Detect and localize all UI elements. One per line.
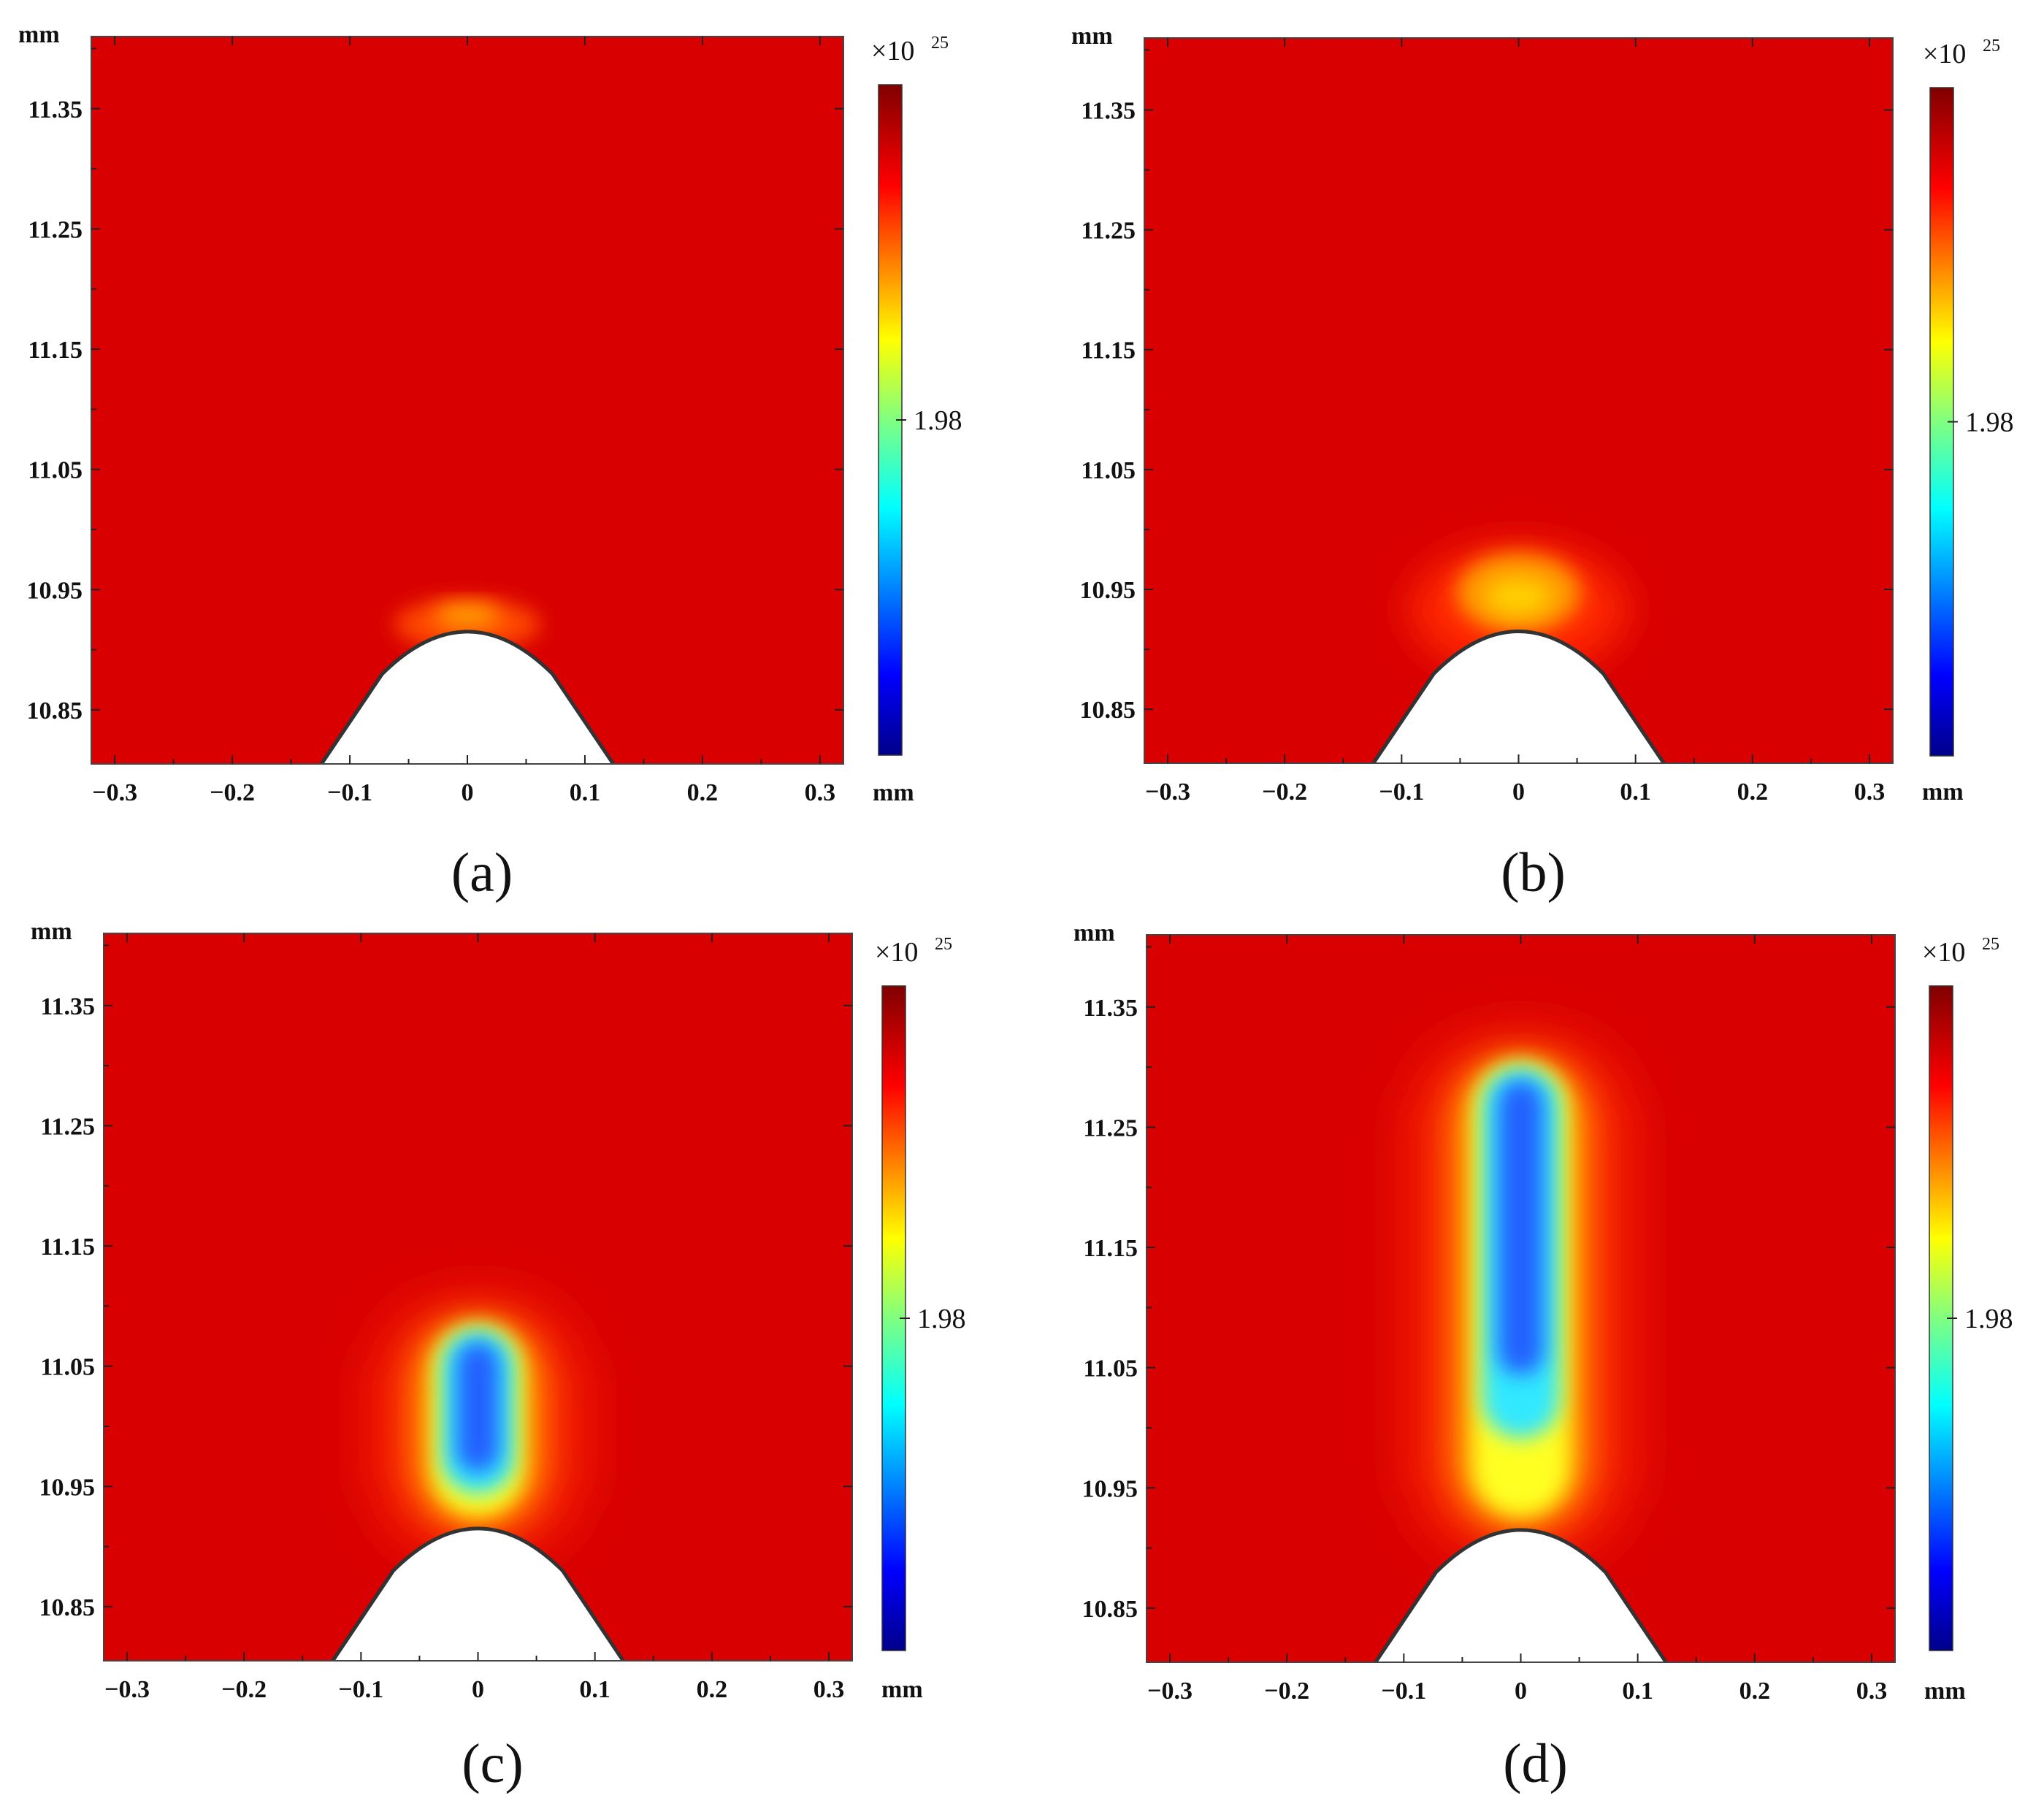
x-tick-label: −0.3 [1145, 779, 1190, 806]
y-tick-label: 10.95 [1080, 577, 1136, 604]
x-tick-label: −0.3 [104, 1676, 150, 1703]
y-tick-label: 11.35 [1081, 97, 1136, 124]
chart-panel: −0.3 −0.2 −0.1 0 0.1 0.2 0.3 mm 11.35 11.25 11.15 1… [1073, 919, 2013, 1794]
needle-tip [330, 1526, 626, 1661]
y-tick-label: 10.95 [39, 1474, 96, 1501]
x-tick-label: −0.1 [1381, 1678, 1426, 1705]
streamer-head [435, 603, 500, 627]
field-plot [104, 933, 852, 1661]
y-tick-label: 10.95 [1082, 1475, 1138, 1502]
x-tick-label: 0 [462, 779, 474, 806]
y-tick-label: 10.85 [39, 1594, 96, 1621]
x-unit-label: mm [881, 1676, 923, 1703]
y-tick-label: 10.85 [1082, 1596, 1138, 1623]
y-tick-label: 11.05 [28, 457, 83, 484]
x-tick-label: 0.1 [570, 779, 601, 806]
x-tick-label: −0.2 [1264, 1678, 1309, 1705]
streamer-core-blue [456, 1342, 499, 1473]
y-tick-label: 11.15 [1081, 337, 1136, 364]
x-unit-label: mm [1924, 1678, 1966, 1705]
x-tick-label: 0.3 [814, 1676, 845, 1703]
needle-tip [319, 630, 616, 764]
x-tick-label: −0.2 [221, 1676, 267, 1703]
x-tick-label: 0.3 [805, 779, 836, 806]
x-tick-label: 0.2 [1739, 1678, 1771, 1705]
chart-panel: −0.3 −0.2 −0.1 0 0.1 0.2 0.3 mm 11.35 11.25 11.15 1… [1071, 23, 2014, 903]
y-tick-label: 11.15 [40, 1234, 95, 1261]
streamer-core-blue [1498, 1080, 1544, 1375]
field-plot [91, 37, 843, 764]
x-tick-label: 0.3 [1854, 779, 1886, 806]
y-tick-label: 10.95 [27, 577, 83, 604]
x-unit-label: mm [1922, 779, 1964, 806]
x-unit-label: mm [873, 779, 914, 806]
colorbar-exponent: 25 [935, 935, 952, 954]
x-tick-label: 0.3 [1856, 1678, 1888, 1705]
x-tick-label: −0.1 [338, 1676, 383, 1703]
y-tick-label: 11.25 [28, 216, 83, 243]
y-tick-label: 11.05 [40, 1354, 95, 1381]
x-tick-label: 0.1 [1620, 779, 1651, 806]
y-tick-label: 10.85 [1080, 697, 1136, 724]
y-unit-label: mm [1073, 919, 1115, 947]
x-tick-label: 0.1 [1622, 1678, 1653, 1705]
colorbar-multiplier: ×10 [1923, 39, 1966, 69]
streamer-head [1485, 578, 1552, 616]
colorbar-tick-label: 1.98 [1965, 408, 2014, 438]
y-tick-label: 11.35 [1083, 995, 1138, 1022]
x-tick-label: 0.1 [579, 1676, 610, 1703]
colorbar-tick-label: 1.98 [914, 405, 962, 436]
y-tick-label: 11.25 [1083, 1114, 1138, 1142]
x-tick-label: −0.3 [92, 779, 137, 806]
y-tick-label: 11.15 [28, 337, 83, 364]
x-tick-label: −0.2 [1262, 779, 1307, 806]
x-tick-label: −0.1 [327, 779, 372, 806]
colorbar-tick-label: 1.98 [917, 1304, 966, 1334]
y-tick-label: 11.25 [1081, 218, 1136, 245]
colorbar-multiplier: ×10 [875, 937, 918, 968]
colorbar-exponent: 25 [1982, 935, 1999, 954]
panel-label: (c) [462, 1733, 523, 1794]
colorbar-exponent: 25 [931, 34, 949, 53]
chart-panel: −0.3 −0.2 −0.1 0 0.1 0.2 0.3 mm 11.35 11.25 11.15 1… [31, 918, 966, 1794]
x-tick-label: 0.2 [1737, 779, 1769, 806]
y-tick-label: 11.05 [1083, 1355, 1138, 1383]
x-tick-label: −0.2 [210, 779, 255, 806]
y-tick-label: 10.85 [27, 697, 83, 724]
colorbar-tick-label: 1.98 [1964, 1304, 2013, 1334]
x-tick-label: 0 [1515, 1678, 1527, 1705]
y-tick-label: 11.15 [1083, 1235, 1138, 1262]
x-tick-label: 0.2 [697, 1676, 728, 1703]
needle-tip [1373, 1528, 1669, 1662]
y-tick-label: 11.25 [40, 1113, 95, 1140]
x-tick-label: −0.1 [1379, 779, 1424, 806]
y-unit-label: mm [18, 21, 60, 48]
y-unit-label: mm [1071, 23, 1113, 50]
y-tick-label: 11.35 [28, 96, 83, 123]
y-unit-label: mm [31, 918, 72, 945]
panel-label: (b) [1501, 842, 1566, 903]
x-tick-label: 0 [1512, 779, 1525, 806]
colorbar-multiplier: ×10 [1922, 937, 1965, 968]
colorbar-exponent: 25 [1983, 37, 2000, 56]
y-tick-label: 11.05 [1081, 457, 1136, 484]
x-tick-label: 0 [472, 1676, 484, 1703]
x-tick-label: −0.3 [1147, 1678, 1193, 1705]
y-tick-label: 11.35 [40, 993, 95, 1020]
colorbar-multiplier: ×10 [871, 36, 914, 66]
field-plot [1147, 935, 1895, 1662]
field-plot [1144, 38, 1893, 763]
x-tick-label: 0.2 [687, 779, 719, 806]
chart-panel: −0.3 −0.2 −0.1 0 0.1 0.2 0.3 mm 11.35 11.25 11.15 1… [18, 21, 962, 903]
panel-label: (a) [451, 842, 513, 903]
panel-label: (d) [1503, 1733, 1568, 1794]
needle-tip [1371, 629, 1666, 763]
